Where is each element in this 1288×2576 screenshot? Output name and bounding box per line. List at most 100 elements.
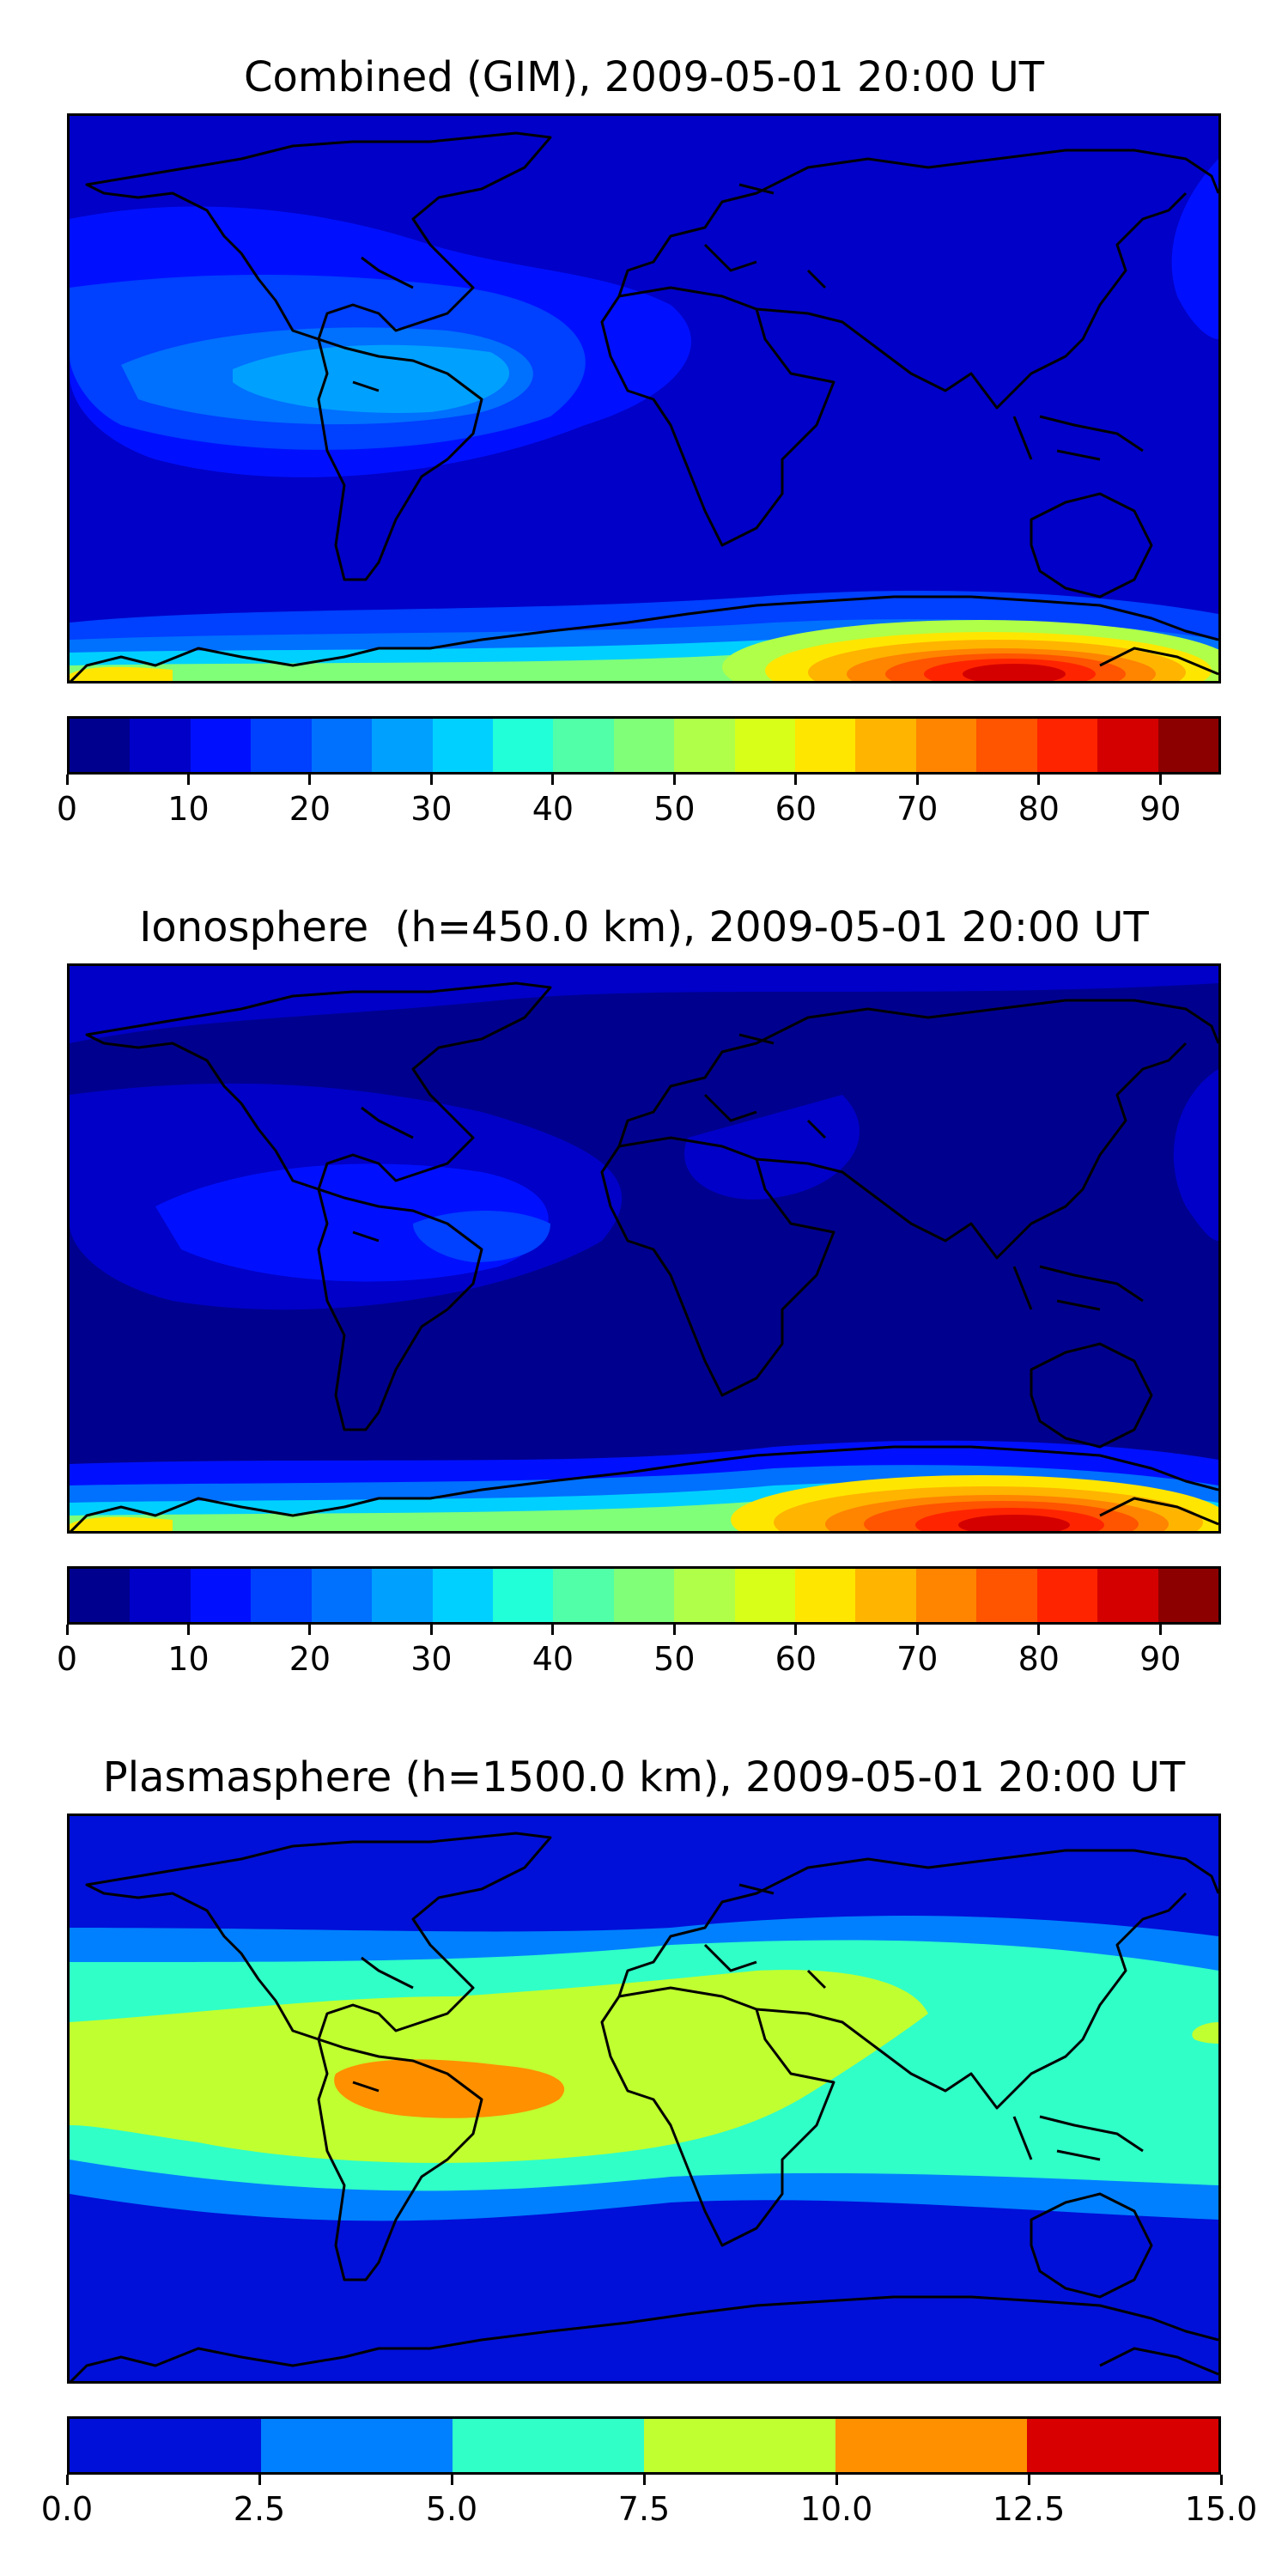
colorbar-tick-label: 40 [532, 790, 574, 828]
colorbar-tick-label: 80 [1018, 790, 1060, 828]
colorbar-segment [674, 719, 735, 772]
colorbar-tick [551, 775, 555, 785]
colorbar-tick [794, 775, 798, 785]
colorbar-tick-label: 70 [896, 790, 939, 828]
colorbar-segment [1097, 1569, 1158, 1622]
colorbar-segment [613, 1569, 675, 1622]
colorbar-segment [1036, 1569, 1098, 1622]
colorbar-tick [450, 2475, 453, 2485]
colorbar-segment [311, 1569, 373, 1622]
colorbar-tick-label: 0 [56, 790, 78, 828]
colorbar-segment [311, 719, 373, 772]
colorbar-segment [492, 1569, 554, 1622]
colorbar-tick-label: 80 [1018, 1640, 1060, 1678]
coastlines [70, 131, 1218, 681]
colorbar-tick-label: 5.0 [425, 2490, 478, 2528]
colorbar-tick [429, 775, 433, 785]
colorbar-tick [258, 2475, 261, 2485]
colorbar-segment [1157, 1569, 1219, 1622]
colorbar-segment [453, 2419, 644, 2472]
colorbar-tick [1219, 2475, 1223, 2485]
colorbar-tick [65, 775, 69, 785]
colorbar-segment [734, 719, 796, 772]
colorbar-segment [915, 1569, 977, 1622]
colorbar-segment [261, 2419, 453, 2472]
map-ionosphere [67, 963, 1221, 1534]
colorbar-segment [1036, 719, 1098, 772]
colorbar-segment [674, 1569, 735, 1622]
colorbar-segment [835, 2419, 1027, 2472]
panel-title: Plasmasphere (h=1500.0 km), 2009-05-01 2… [102, 1753, 1186, 1801]
colorbar-tick-label: 70 [896, 1640, 939, 1678]
colorbar-tick [794, 1625, 798, 1635]
map-plasmasphere [67, 1814, 1221, 2384]
colorbar-tick-label: 0.0 [40, 2490, 94, 2528]
colorbar-tick [1158, 775, 1162, 785]
colorbar-segment [976, 719, 1037, 772]
colorbar-tick-label: 20 [289, 790, 331, 828]
colorbar-tick [1037, 775, 1041, 785]
colorbar-tick-label: 90 [1139, 1640, 1182, 1678]
tec-contours [70, 116, 1218, 681]
colorbar-tick [186, 775, 190, 785]
colorbar-tick-label: 30 [410, 790, 453, 828]
colorbar-tick-label: 15.0 [1184, 2490, 1258, 2528]
colorbar-segment [1097, 719, 1158, 772]
colorbar-tick-label: 10 [167, 790, 210, 828]
colorbar-segment [190, 719, 252, 772]
colorbar-tick [65, 2475, 69, 2485]
colorbar-tick [672, 775, 676, 785]
tec-contours [70, 966, 1218, 1531]
colorbar-tick-label: 60 [775, 1640, 817, 1678]
colorbar-tick-label: 7.5 [617, 2490, 671, 2528]
colorbar-ticks: 0 10 20 30 40 50 60 70 80 90 [57, 1625, 1221, 1693]
colorbar-segment [251, 719, 312, 772]
colorbar-tick-label: 10.0 [799, 2490, 873, 2528]
colorbar-tick-label: 30 [410, 1640, 453, 1678]
colorbar-segment [795, 719, 856, 772]
colorbar-segment [251, 1569, 312, 1622]
coastlines [70, 1832, 1218, 2381]
colorbar-tick [915, 775, 919, 785]
colorbar-segment [372, 1569, 433, 1622]
colorbar-segment [855, 1569, 916, 1622]
colorbar-segment [795, 1569, 856, 1622]
colorbar-tick [915, 1625, 919, 1635]
colorbar [67, 716, 1221, 775]
colorbar-segment [190, 1569, 252, 1622]
colorbar-segment [70, 1569, 131, 1622]
colorbar-tick [1037, 1625, 1041, 1635]
colorbar-tick-label: 10 [167, 1640, 210, 1678]
colorbar [67, 2416, 1221, 2475]
colorbar-tick [429, 1625, 433, 1635]
colorbar-segment [492, 719, 554, 772]
colorbar-tick [672, 1625, 676, 1635]
colorbar-tick [642, 2475, 646, 2485]
colorbar-tick-label: 2.5 [233, 2490, 286, 2528]
colorbar-segment [130, 719, 191, 772]
colorbar-segment [1157, 719, 1219, 772]
colorbar-ticks: 0.0 2.5 5.0 7.5 10.0 12.5 15.0 [41, 2475, 1257, 2543]
colorbar-segment [855, 719, 916, 772]
colorbar-segment [734, 1569, 796, 1622]
colorbar [67, 1566, 1221, 1625]
colorbar-segment [644, 2419, 835, 2472]
colorbar-segment [130, 1569, 191, 1622]
colorbar-tick-label: 20 [289, 1640, 331, 1678]
colorbar-ticks: 0 10 20 30 40 50 60 70 80 90 [57, 775, 1221, 843]
colorbar-segment [1027, 2419, 1218, 2472]
colorbar-tick-label: 40 [532, 1640, 574, 1678]
colorbar-tick [835, 2475, 838, 2485]
colorbar-tick-label: 50 [653, 1640, 696, 1678]
colorbar-segment [432, 1569, 493, 1622]
colorbar-segment [613, 719, 675, 772]
panel-title: Ionosphere (h=450.0 km), 2009-05-01 20:0… [139, 903, 1149, 951]
colorbar-segment [432, 719, 493, 772]
colorbar-segment [372, 719, 433, 772]
colorbar-tick [308, 775, 312, 785]
colorbar-segment [553, 719, 614, 772]
colorbar-segment [70, 719, 131, 772]
tec-contours [70, 1816, 1218, 2381]
colorbar-tick [551, 1625, 555, 1635]
colorbar-tick [308, 1625, 312, 1635]
